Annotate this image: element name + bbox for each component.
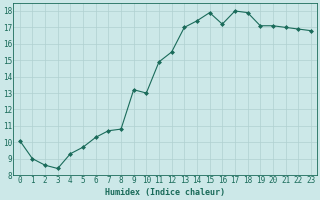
- X-axis label: Humidex (Indice chaleur): Humidex (Indice chaleur): [105, 188, 225, 197]
